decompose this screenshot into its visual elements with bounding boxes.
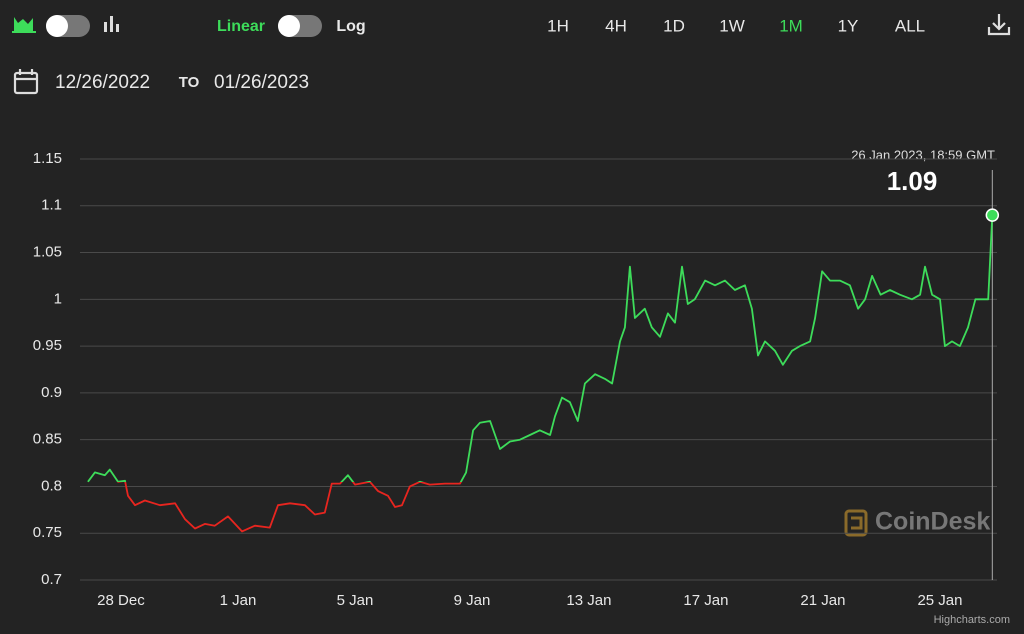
y-tick-label: 1.05 xyxy=(33,244,62,261)
tooltip-value: 1.09 xyxy=(887,166,938,196)
range-button[interactable]: ALL xyxy=(895,16,925,35)
y-tick-label: 1 xyxy=(54,290,62,307)
chart-type-toggle[interactable] xyxy=(46,15,90,37)
y-tick-label: 1.1 xyxy=(41,197,62,214)
bar-chart-icon[interactable] xyxy=(104,16,119,32)
date-from[interactable]: 12/26/2022 xyxy=(55,72,150,93)
x-tick-label: 1 Jan xyxy=(220,592,257,609)
y-tick-label: 0.75 xyxy=(33,524,62,541)
date-to[interactable]: 01/26/2023 xyxy=(214,72,309,93)
linear-button[interactable]: Linear xyxy=(217,18,265,35)
x-tick-label: 28 Dec xyxy=(97,592,145,609)
calendar-icon[interactable] xyxy=(13,69,39,95)
credits[interactable]: Highcharts.com xyxy=(934,614,1010,626)
range-button[interactable]: 1W xyxy=(719,16,745,35)
log-button[interactable]: Log xyxy=(336,18,365,35)
range-button[interactable]: 4H xyxy=(605,16,627,35)
y-tick-label: 0.85 xyxy=(33,431,62,448)
price-line xyxy=(87,215,994,533)
last-point xyxy=(985,208,1000,222)
tooltip-date: 26 Jan 2023, 18:59 GMT xyxy=(851,147,995,162)
range-button[interactable]: 1D xyxy=(663,16,685,35)
watermark-logo xyxy=(844,509,868,537)
watermark: CoinDesk xyxy=(875,508,990,536)
x-tick-label: 21 Jan xyxy=(800,592,845,609)
download-icon[interactable] xyxy=(987,14,1011,36)
x-tick-label: 9 Jan xyxy=(454,592,491,609)
y-tick-label: 0.9 xyxy=(41,384,62,401)
y-tick-label: 1.15 xyxy=(33,150,62,167)
x-tick-label: 25 Jan xyxy=(917,592,962,609)
range-button[interactable]: 1H xyxy=(547,16,569,35)
y-tick-label: 0.7 xyxy=(41,571,62,588)
area-chart-icon[interactable] xyxy=(12,17,36,33)
range-button[interactable]: 1Y xyxy=(838,16,859,35)
x-tick-label: 13 Jan xyxy=(566,592,611,609)
x-tick-label: 17 Jan xyxy=(683,592,728,609)
scale-toggle[interactable] xyxy=(278,15,322,37)
y-tick-label: 0.95 xyxy=(33,337,62,354)
x-tick-label: 5 Jan xyxy=(337,592,374,609)
y-tick-label: 0.8 xyxy=(41,477,62,494)
date-to-label: TO xyxy=(179,74,200,91)
range-button[interactable]: 1M xyxy=(779,16,803,35)
